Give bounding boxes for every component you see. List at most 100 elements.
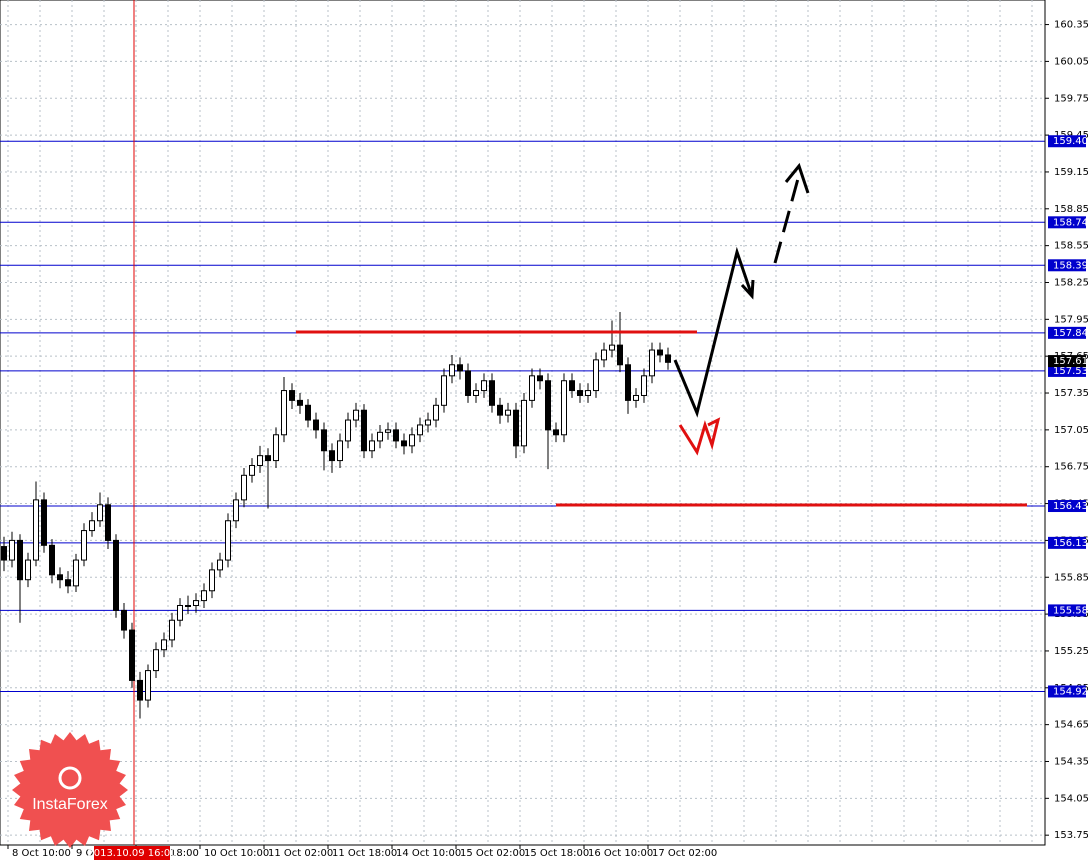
candle-body	[65, 579, 71, 587]
time-marker-label: 2013.10.09 16:00	[87, 848, 176, 859]
level-label: 157.84	[1053, 328, 1088, 339]
candle-body	[569, 380, 575, 392]
candle-body	[177, 605, 183, 621]
candle-body	[601, 349, 607, 361]
candle-body	[441, 375, 447, 406]
x-tick-label: 11 Oct 18:00	[332, 848, 397, 859]
y-tick-label: 155.85	[1054, 572, 1088, 583]
logo-text: InstaForex	[32, 796, 108, 813]
candle-body	[337, 440, 343, 462]
logo-icon	[58, 766, 82, 790]
candle-body	[57, 574, 63, 581]
candle-body	[9, 539, 15, 561]
candle-body	[609, 344, 615, 351]
candle-body	[281, 390, 287, 436]
candles	[1, 311, 671, 719]
arrow-head	[784, 162, 810, 194]
candle-body	[345, 419, 351, 442]
candle-body	[641, 375, 647, 396]
candle-body	[113, 539, 119, 611]
candle-body	[73, 559, 79, 587]
level-label: 157.53	[1053, 366, 1088, 377]
level-label-box	[1048, 135, 1086, 148]
y-tick-label: 158.85	[1054, 204, 1088, 215]
level-label: 156.13	[1053, 538, 1088, 549]
candle-body	[273, 434, 279, 462]
pullback-arrow	[678, 417, 721, 456]
candle-body	[649, 349, 655, 377]
candle-body	[425, 419, 431, 426]
x-tick-label: 11 Oct 02:00	[268, 848, 333, 859]
level-label-box	[1048, 216, 1086, 229]
candle-body	[545, 380, 551, 431]
candle-body	[153, 649, 159, 672]
candle-body	[257, 455, 263, 466]
candle-body	[97, 504, 103, 522]
y-tick-label: 157.05	[1054, 425, 1088, 436]
x-tick-label: 10 Oct 10:00	[204, 848, 269, 859]
x-tick-label: 15 Oct 02:00	[460, 848, 525, 859]
candle-body	[201, 590, 207, 602]
level-label-box	[1048, 604, 1086, 617]
candle-body	[585, 390, 591, 396]
candle-body	[329, 450, 335, 462]
y-tick-label: 158.25	[1054, 277, 1088, 288]
candle-body	[169, 619, 175, 641]
x-tick-label: 8 Oct 10:00	[12, 848, 71, 859]
y-tick-label: 153.75	[1054, 830, 1088, 841]
x-tick-label: 16 Oct 10:00	[588, 848, 653, 859]
level-label-box	[1048, 326, 1086, 339]
candle-body	[233, 499, 239, 522]
candle-body	[489, 380, 495, 406]
axis: 160.35160.05159.75159.45159.15158.85158.…	[7, 20, 1088, 859]
candle-body	[665, 354, 671, 363]
forecast-arrow	[673, 246, 754, 418]
level-label: 159.40	[1053, 136, 1088, 147]
level-label-box	[1048, 685, 1086, 698]
candle-body	[369, 440, 375, 452]
time-marker-box	[94, 846, 170, 860]
level-label: 155.58	[1053, 605, 1088, 616]
arrow-head	[740, 279, 755, 300]
candle-body	[41, 499, 47, 546]
candle-body	[129, 629, 135, 681]
candle-body	[657, 349, 663, 356]
price-label-box	[1048, 355, 1086, 368]
candle-body	[81, 530, 87, 561]
levels	[0, 140, 1045, 692]
candle-body	[89, 520, 95, 532]
candle-body	[401, 440, 407, 447]
candle-body	[537, 375, 543, 382]
candle-body	[161, 639, 167, 651]
candle-body	[497, 404, 503, 416]
candle-body	[297, 399, 303, 406]
candle-body	[393, 429, 399, 442]
candle-body	[17, 539, 23, 581]
candle-body	[225, 520, 231, 561]
y-tick-label: 160.05	[1054, 56, 1088, 67]
y-tick-label: 154.35	[1054, 756, 1088, 767]
logo: InstaForex	[12, 732, 128, 848]
level-label-box	[1048, 536, 1086, 549]
y-tick-label: 158.55	[1054, 241, 1088, 252]
level-label-box	[1048, 259, 1086, 272]
x-tick-label: 15 Oct 18:00	[524, 848, 589, 859]
y-tick-label: 154.65	[1054, 720, 1088, 731]
candle-body	[561, 380, 567, 436]
y-tick-label: 155.25	[1054, 646, 1088, 657]
candle-body	[409, 434, 415, 447]
candle-body	[385, 429, 391, 433]
candle-body	[265, 455, 271, 462]
candle-body	[217, 559, 223, 571]
candle-body	[353, 409, 359, 421]
candle-body	[593, 359, 599, 392]
candle-body	[249, 464, 255, 476]
candle-body	[241, 474, 247, 501]
candle-body	[433, 404, 439, 421]
candle-body	[33, 499, 39, 561]
candle-body	[321, 429, 327, 452]
y-tick-label: 160.35	[1054, 20, 1088, 31]
candle-body	[209, 569, 215, 592]
